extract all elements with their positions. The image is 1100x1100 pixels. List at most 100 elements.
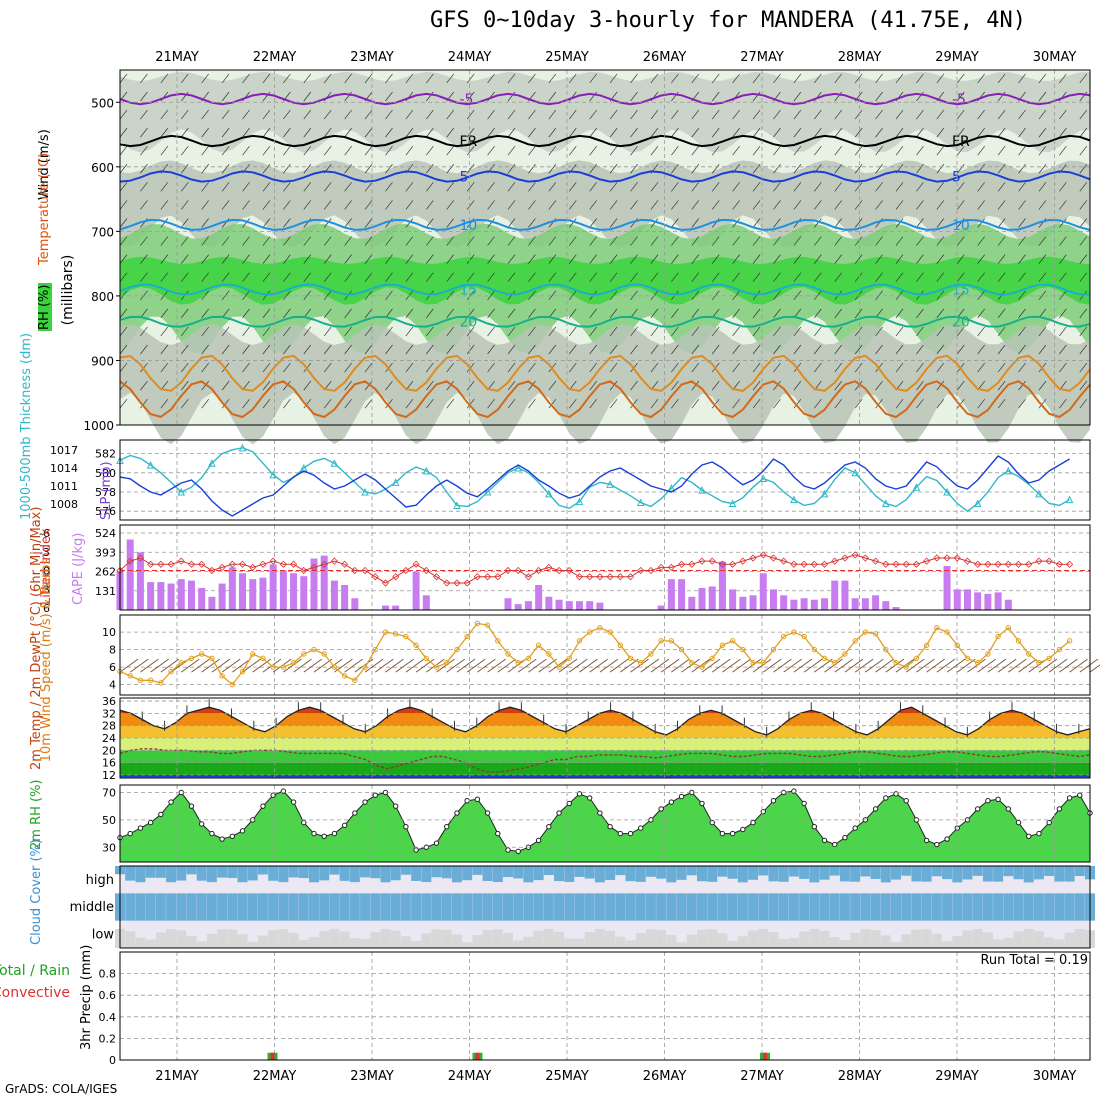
cloud-low-bar: [380, 928, 391, 948]
wind-barb: [466, 236, 475, 246]
cloud-high-bar: [1003, 866, 1014, 877]
cloud-axis-label: Cloud Cover (%): [29, 839, 44, 945]
cape-bar: [198, 587, 206, 610]
wind-barb: [323, 200, 332, 210]
series-thickness-line: [119, 447, 1070, 513]
wind-barb: [977, 200, 985, 210]
cloud-low-bar: [605, 930, 616, 948]
wind-barb: [344, 182, 352, 192]
wind-barb: [630, 91, 638, 102]
surface-wind-barb: [762, 658, 782, 673]
wind-barb: [487, 218, 495, 228]
cloud-middle-bar: [880, 893, 891, 921]
wind-barb: [385, 290, 393, 300]
cape-bar: [984, 593, 992, 610]
cloud-high-bar: [1074, 866, 1085, 877]
wind-barb: [466, 272, 475, 282]
cloud-high-bar: [727, 866, 738, 879]
wind-barb: [936, 127, 945, 138]
wind-barb: [752, 218, 761, 228]
wind-barb: [671, 200, 679, 210]
wind-barb: [466, 200, 475, 210]
wind-barb: [1079, 236, 1088, 246]
wind-barb: [446, 164, 455, 174]
isotherm-label: 10: [952, 218, 970, 234]
cloud-high-bar: [411, 866, 422, 881]
cloud-high-bar: [298, 866, 309, 879]
wind-barb: [180, 272, 189, 282]
wind-barb: [140, 254, 148, 264]
wind-barb: [262, 236, 271, 246]
wind-barb: [609, 254, 618, 264]
wind-barb: [568, 127, 577, 138]
cloud-high-bar: [962, 866, 973, 880]
wind-barb: [854, 254, 863, 264]
wind-barb: [283, 109, 291, 120]
li-marker: [198, 560, 206, 568]
li-marker: [1035, 557, 1043, 565]
wind-barb: [854, 362, 863, 373]
cloud-low-bar: [748, 930, 759, 948]
surface-wind-barb: [456, 658, 476, 673]
wind-barb: [568, 145, 577, 156]
wind-barb: [1059, 399, 1067, 409]
thickness-marker: [422, 466, 431, 475]
cloud-high-bar: [788, 866, 799, 877]
wind-barb: [793, 91, 802, 102]
wind-barb: [119, 344, 128, 355]
wind-barb: [814, 399, 822, 409]
cloud-low-bar: [1054, 939, 1065, 948]
li-marker: [249, 563, 257, 571]
surface-wind-barb: [303, 658, 323, 673]
temp-band: [120, 713, 1090, 726]
rh-tick: 30: [102, 841, 116, 854]
cloud-high-bar: [758, 866, 769, 876]
wind-barb: [323, 254, 332, 264]
li-marker: [269, 557, 277, 565]
cape-tick: 262: [95, 566, 116, 579]
wind-barb: [671, 236, 679, 246]
li-marker: [708, 557, 716, 565]
wind-barb: [1059, 236, 1067, 246]
temp-band: [120, 750, 1090, 763]
cloud-middle-bar: [196, 893, 207, 921]
thickness-marker: [851, 468, 859, 477]
cloud-high-bar: [186, 866, 197, 875]
wind-barb: [814, 145, 822, 156]
thickness-marker: [1004, 466, 1013, 475]
wind-barb: [793, 272, 802, 282]
li-marker: [626, 573, 635, 581]
wind-barb: [180, 127, 189, 138]
li-marker: [126, 557, 134, 565]
surface-wind-barb: [640, 658, 660, 673]
wind-speed-marker: [495, 638, 501, 644]
wind-barb: [323, 73, 332, 84]
wind-barb: [528, 109, 536, 120]
wind-barb: [344, 236, 352, 246]
wind-barb: [691, 145, 700, 156]
wind-barb: [364, 127, 373, 138]
wind-barb: [303, 91, 312, 102]
surface-wind-barb: [773, 658, 792, 673]
cloud-low-bar: [543, 928, 554, 948]
wind-barb: [548, 290, 557, 300]
thickness-marker: [698, 485, 706, 494]
wind-barb: [364, 326, 373, 337]
wind-barb: [466, 254, 475, 264]
wind-barb: [303, 127, 312, 138]
wind-barb: [834, 272, 843, 282]
wind-barb: [344, 200, 352, 210]
cloud-low-bar: [135, 937, 146, 948]
wind-barb: [140, 344, 148, 355]
wind-barb: [1059, 109, 1067, 120]
wind-speed-marker: [1026, 651, 1032, 657]
thickness-marker: [1065, 495, 1074, 504]
wind-barb: [262, 109, 271, 120]
wind-barb: [997, 362, 1006, 373]
wind-tick: 8: [109, 644, 116, 657]
surface-wind-barb: [221, 658, 241, 673]
wind-barb: [568, 290, 577, 300]
wind-barb: [283, 380, 291, 391]
cape-bar: [514, 604, 522, 610]
wind-barb: [528, 362, 536, 373]
